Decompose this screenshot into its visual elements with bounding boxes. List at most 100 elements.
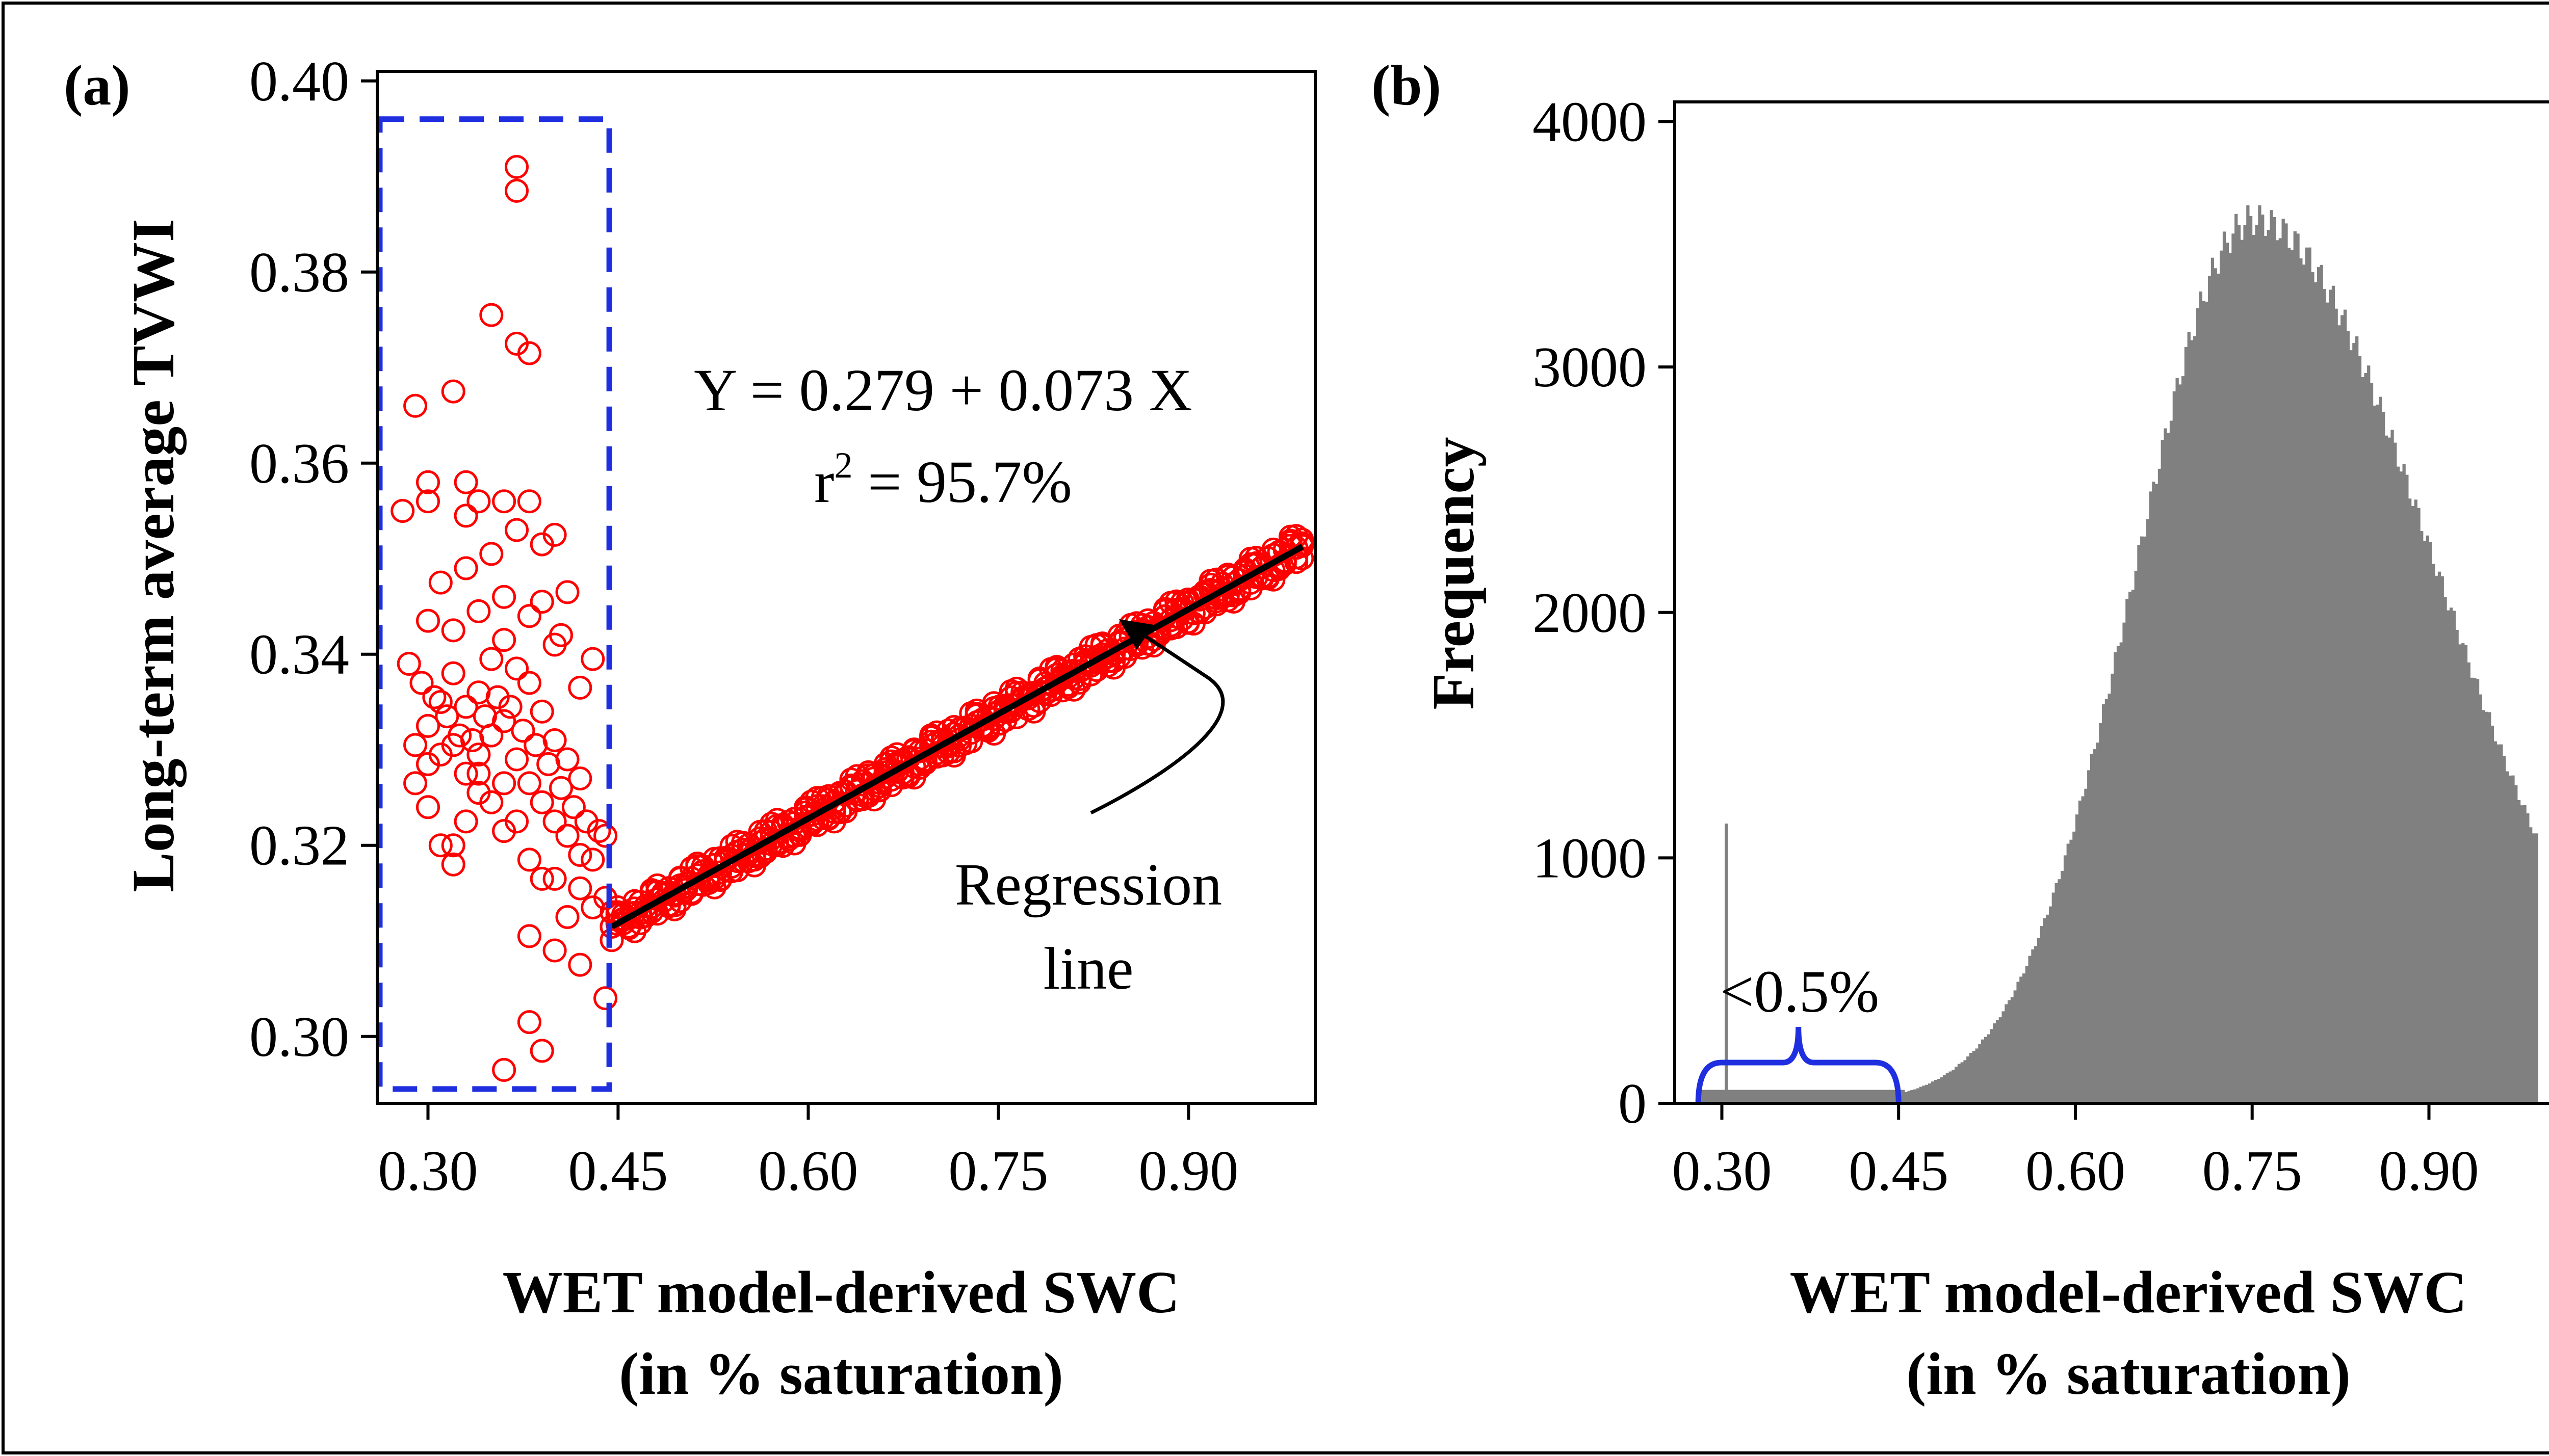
histogram-bar-121: [2054, 883, 2058, 1103]
histogram-bar-123: [2061, 870, 2064, 1103]
histogram-bar-113: [2031, 949, 2035, 1103]
scatter-point-89: [441, 379, 465, 404]
histogram-bar-128: [2075, 814, 2079, 1103]
histogram-bar-208: [2311, 272, 2314, 1103]
histogram-bar-22: [1763, 1090, 1766, 1103]
y-tick-label: 3000: [1532, 336, 1647, 399]
histogram-bar-173: [2208, 276, 2212, 1103]
scatter-point-80: [568, 952, 592, 977]
histogram-bar-42: [1822, 1090, 1826, 1103]
scatter-point-38: [479, 542, 504, 566]
scatter-point-31: [466, 599, 491, 623]
annotation-line: line: [1044, 935, 1134, 1002]
histogram-bar-213: [2326, 302, 2329, 1103]
histogram-bar-73: [1913, 1089, 1917, 1103]
histogram-bar-106: [2010, 997, 2014, 1103]
histogram-bar-186: [2246, 205, 2250, 1103]
panel-b-y-ticks: 0 1000 2000 3000 4000: [1532, 91, 1675, 1135]
scatter-point-92: [466, 489, 491, 514]
histogram-bar-129: [2078, 800, 2082, 1103]
histogram-bar-276: [2511, 775, 2515, 1103]
histogram-bar-177: [2220, 250, 2223, 1104]
scatter-point-64: [517, 848, 541, 872]
y-tick-label: 0.34: [249, 623, 349, 686]
histogram-bar-84: [1945, 1073, 1949, 1103]
histogram-bar-159: [2167, 433, 2170, 1104]
histogram-bar-28: [1781, 1090, 1784, 1103]
panel-b-x-ticks: 0.30 0.45 0.60 0.75 0.90: [1672, 1103, 2479, 1203]
scatter-point-0: [403, 733, 428, 757]
histogram-bar-150: [2140, 536, 2144, 1103]
y-tick-label: 0.30: [249, 1005, 349, 1069]
histogram-bar-114: [2034, 946, 2038, 1103]
histogram-bar-125: [2066, 843, 2070, 1103]
histogram-bar-174: [2210, 257, 2215, 1104]
histogram-bar-61: [1878, 1090, 1882, 1103]
scatter-point-28: [581, 848, 605, 872]
histogram-bar-229: [2373, 405, 2376, 1103]
histogram-bar-149: [2137, 545, 2141, 1103]
y-tick-label: 0.38: [249, 241, 349, 304]
histogram-bar-230: [2376, 404, 2379, 1103]
scatter-point-66: [568, 876, 592, 901]
histogram-bar-4: [1710, 1090, 1713, 1103]
scatter-point-98: [530, 1039, 554, 1063]
histogram-bar-36: [1804, 1090, 1808, 1103]
histogram-bar-253: [2443, 597, 2447, 1103]
histogram-bar-26: [1775, 1090, 1778, 1103]
scatter-point-6: [479, 647, 504, 671]
histogram-bar-46: [1834, 1090, 1837, 1103]
histogram-bar-199: [2284, 223, 2288, 1103]
scatter-point-39: [505, 518, 529, 542]
scatter-point-23: [517, 771, 541, 796]
x-tick-label: 0.60: [758, 1140, 858, 1203]
histogram-bar-64: [1887, 1090, 1890, 1103]
histogram-bar-118: [2046, 914, 2049, 1103]
scatter-point-93: [492, 489, 516, 514]
histogram-bar-154: [2152, 482, 2155, 1103]
histogram-bar-107: [2013, 990, 2017, 1103]
scatter-point-18: [454, 761, 478, 786]
histogram-bar-98: [1987, 1034, 1990, 1103]
histogram-bar-270: [2493, 741, 2497, 1103]
scatter-point-30: [441, 618, 465, 643]
histogram-bar-202: [2293, 231, 2297, 1103]
histogram-bar-19: [1754, 1090, 1758, 1103]
histogram-bar-133: [2090, 754, 2094, 1103]
scatter-point-53: [524, 733, 548, 757]
histogram-bar-257: [2455, 629, 2459, 1103]
histogram-bar-58: [1869, 1090, 1872, 1103]
histogram-bar-140: [2111, 673, 2114, 1103]
histogram-bar-102: [1998, 1017, 2002, 1103]
histogram-bar-62: [1881, 1090, 1884, 1103]
histogram-bar-273: [2503, 756, 2506, 1103]
histogram-bar-260: [2464, 645, 2468, 1103]
scatter-point-4: [454, 695, 478, 719]
histogram-bar-45: [1831, 1090, 1834, 1103]
histogram-bar-135: [2096, 743, 2099, 1103]
histogram-bar-196: [2276, 240, 2279, 1103]
histogram-bar-132: [2087, 770, 2091, 1103]
histogram-bar-222: [2352, 343, 2356, 1103]
y-tick-label: 0.36: [249, 432, 349, 495]
histogram-bar-254: [2447, 610, 2450, 1103]
histogram-bar-209: [2314, 282, 2318, 1103]
histogram-bar-48: [1839, 1090, 1843, 1103]
histogram-bar-60: [1875, 1090, 1879, 1103]
histogram-bar-238: [2399, 471, 2403, 1104]
r2-superscript: 2: [834, 445, 852, 486]
histogram-bar-188: [2252, 235, 2255, 1104]
histogram-bar-105: [2008, 1000, 2011, 1103]
histogram-bar-218: [2340, 315, 2344, 1103]
scatter-point-49: [473, 704, 497, 729]
scatter-point-46: [435, 704, 459, 729]
histogram-bar-71: [1907, 1091, 1911, 1103]
scatter-point-76: [466, 781, 491, 805]
scatter-point-25: [542, 809, 567, 834]
histogram-bar-138: [2104, 699, 2109, 1103]
histogram-bar-233: [2384, 435, 2388, 1104]
histogram-bar-158: [2164, 428, 2167, 1103]
histogram-bar-85: [1948, 1071, 1952, 1103]
histogram-bar-8: [1722, 1090, 1725, 1103]
